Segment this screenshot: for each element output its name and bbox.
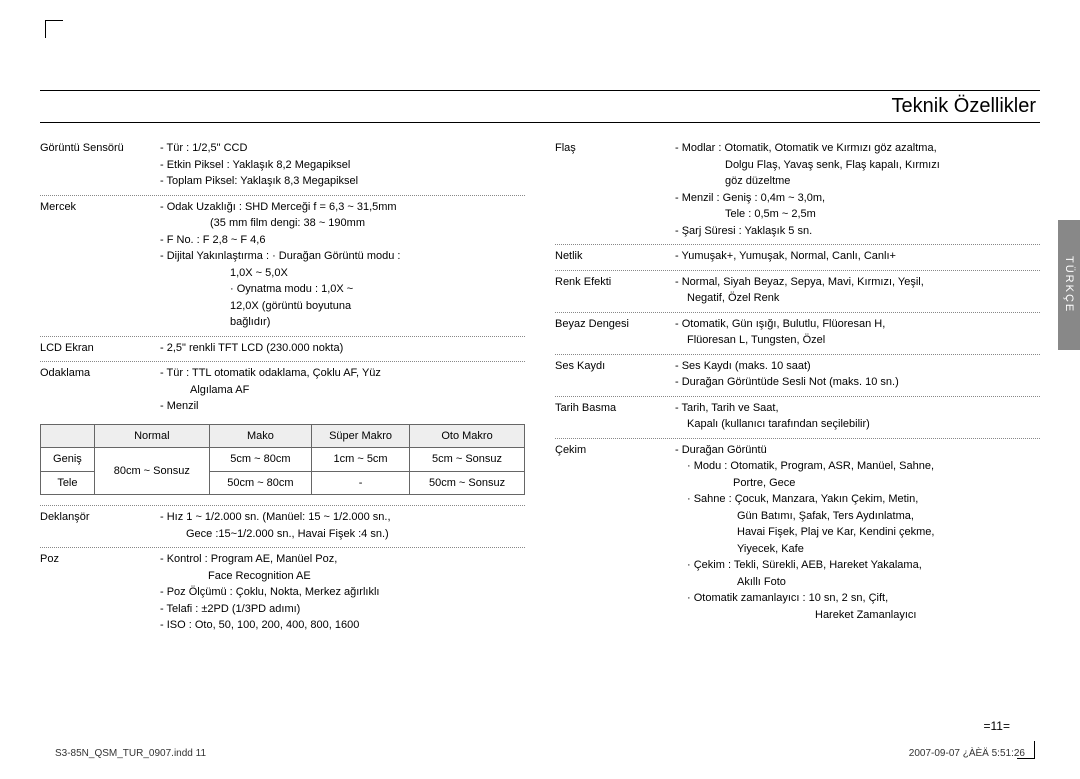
spec-date: Tarih Basma - Tarih, Tarih ve Saat, Kapa… xyxy=(555,397,1040,439)
spec-shutter: Deklanşör - Hız 1 ~ 1/2.000 sn. (Manüel:… xyxy=(40,506,525,548)
table-cell: Geniş xyxy=(41,448,95,472)
table-cell: 1cm ~ 5cm xyxy=(312,448,410,472)
spec-label: Poz xyxy=(40,551,160,634)
table-header: Normal xyxy=(94,424,209,448)
spec-color-effect: Renk Efekti - Normal, Siyah Beyaz, Sepya… xyxy=(555,271,1040,313)
table-header: Oto Makro xyxy=(410,424,525,448)
spec-focus-block: Odaklama - Tür : TTL otomatik odaklama, … xyxy=(40,362,525,506)
spec-label: Ses Kaydı xyxy=(555,358,675,391)
spec-label: Odaklama xyxy=(40,365,160,415)
spec-label: Mercek xyxy=(40,199,160,331)
table-header xyxy=(41,424,95,448)
spec-label: Renk Efekti xyxy=(555,274,675,307)
spec-label: Flaş xyxy=(555,140,675,239)
spec-value: - Odak Uzaklığı : SHD Merceği f = 6,3 ~ … xyxy=(160,199,525,331)
spec-value: - Kontrol : Program AE, Manüel Poz, Face… xyxy=(160,551,525,634)
footer-file: S3-85N_QSM_TUR_0907.indd 11 xyxy=(55,748,206,759)
spec-label: Görüntü Sensörü xyxy=(40,140,160,190)
spec-label: Deklanşör xyxy=(40,509,160,542)
spec-lcd: LCD Ekran - 2,5" renkli TFT LCD (230.000… xyxy=(40,337,525,363)
spec-focus: Odaklama - Tür : TTL otomatik odaklama, … xyxy=(40,362,525,420)
page-title: Teknik Özellikler xyxy=(40,95,1040,118)
spec-label: Tarih Basma xyxy=(555,400,675,433)
spec-label: Beyaz Dengesi xyxy=(555,316,675,349)
language-tab: TÜRKÇE xyxy=(1058,220,1080,350)
footer-timestamp: 2007-09-07 ¿ÀÈÄ 5:51:26 xyxy=(909,748,1025,759)
table-cell: Tele xyxy=(41,471,95,495)
spec-exposure: Poz - Kontrol : Program AE, Manüel Poz, … xyxy=(40,548,525,639)
spec-label: Çekim xyxy=(555,442,675,624)
left-column: Görüntü Sensörü - Tür : 1/2,5" CCD - Etk… xyxy=(40,137,525,639)
spec-value: - Tür : 1/2,5" CCD - Etkin Piksel : Yakl… xyxy=(160,140,525,190)
page-number: =11= xyxy=(984,719,1010,733)
right-column: Flaş - Modlar : Otomatik, Otomatik ve Kı… xyxy=(555,137,1040,639)
spec-value: - Hız 1 ~ 1/2.000 sn. (Manüel: 15 ~ 1/2.… xyxy=(160,509,525,542)
spec-label: Netlik xyxy=(555,248,675,265)
spec-sharpness: Netlik - Yumuşak+, Yumuşak, Normal, Canl… xyxy=(555,245,1040,271)
title-bar: Teknik Özellikler xyxy=(40,90,1040,123)
spec-value: - Tarih, Tarih ve Saat, Kapalı (kullanıc… xyxy=(675,400,1040,433)
table-header: Süper Makro xyxy=(312,424,410,448)
table-cell: 50cm ~ 80cm xyxy=(209,471,311,495)
spec-sensor: Görüntü Sensörü - Tür : 1/2,5" CCD - Etk… xyxy=(40,137,525,196)
spec-value: - Durağan Görüntü · Modu : Otomatik, Pro… xyxy=(675,442,1040,624)
table-header: Mako xyxy=(209,424,311,448)
spec-value: - 2,5" renkli TFT LCD (230.000 nokta) xyxy=(160,340,525,357)
spec-lens: Mercek - Odak Uzaklığı : SHD Merceği f =… xyxy=(40,196,525,337)
table-cell: 50cm ~ Sonsuz xyxy=(410,471,525,495)
spec-voice: Ses Kaydı - Ses Kaydı (maks. 10 saat) - … xyxy=(555,355,1040,397)
spec-value: - Tür : TTL otomatik odaklama, Çoklu AF,… xyxy=(160,365,525,415)
spec-value: - Ses Kaydı (maks. 10 saat) - Durağan Gö… xyxy=(675,358,1040,391)
table-cell: 5cm ~ Sonsuz xyxy=(410,448,525,472)
spec-white-balance: Beyaz Dengesi - Otomatik, Gün ışığı, Bul… xyxy=(555,313,1040,355)
page-content: Teknik Özellikler Görüntü Sensörü - Tür … xyxy=(40,30,1040,749)
table-cell: 5cm ~ 80cm xyxy=(209,448,311,472)
focus-range-table: Normal Mako Süper Makro Oto Makro Geniş … xyxy=(40,424,525,496)
spec-value: - Yumuşak+, Yumuşak, Normal, Canlı, Canl… xyxy=(675,248,1040,265)
spec-shooting: Çekim - Durağan Görüntü · Modu : Otomati… xyxy=(555,439,1040,629)
table-cell: 80cm ~ Sonsuz xyxy=(94,448,209,495)
spec-label: LCD Ekran xyxy=(40,340,160,357)
spec-value: - Normal, Siyah Beyaz, Sepya, Mavi, Kırm… xyxy=(675,274,1040,307)
footer: S3-85N_QSM_TUR_0907.indd 11 2007-09-07 ¿… xyxy=(55,748,1025,759)
spec-value: - Modlar : Otomatik, Otomatik ve Kırmızı… xyxy=(675,140,1040,239)
spec-value: - Otomatik, Gün ışığı, Bulutlu, Flüoresa… xyxy=(675,316,1040,349)
table-cell: - xyxy=(312,471,410,495)
spec-flash: Flaş - Modlar : Otomatik, Otomatik ve Kı… xyxy=(555,137,1040,245)
